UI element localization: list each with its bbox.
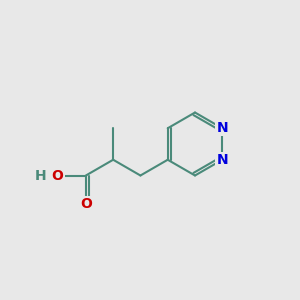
Text: N: N [217, 121, 228, 135]
Text: N: N [217, 153, 228, 167]
Text: H: H [35, 169, 47, 182]
Text: O: O [52, 169, 64, 182]
Text: O: O [80, 197, 92, 211]
